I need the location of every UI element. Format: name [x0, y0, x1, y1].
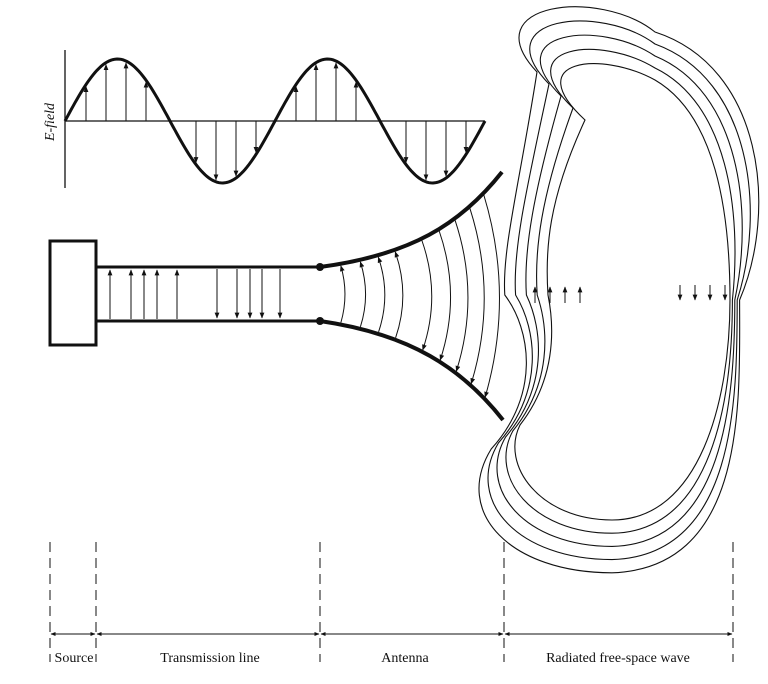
antenna-field-line — [340, 265, 346, 323]
e-field-plot: E-field — [43, 50, 487, 188]
transmission-line — [96, 263, 324, 325]
antenna-field-lines — [340, 194, 500, 398]
transmission-line-field-arrows — [107, 269, 283, 319]
antenna-field-line — [359, 261, 367, 327]
radiated-wave-loop — [505, 48, 736, 534]
radiated-wave-loop — [514, 63, 731, 521]
e-field-sine-wave — [63, 57, 487, 185]
antenna — [319, 170, 505, 422]
label-transmission-line: Transmission line — [160, 651, 259, 666]
antenna-lower-flare — [319, 319, 505, 422]
e-field-arrows — [83, 62, 469, 181]
label-source: Source — [55, 651, 94, 666]
e-field-axis-label: E-field — [43, 102, 58, 142]
source-box — [48, 239, 98, 347]
radiated-wave-loop — [496, 34, 743, 547]
radiated-wave-field-arrows — [532, 285, 728, 303]
antenna-upper-flare — [319, 170, 504, 269]
radiated-wave-loop — [478, 6, 760, 574]
region-dividers — [49, 542, 734, 662]
radiated-wave-loop — [487, 20, 751, 561]
antenna-field-line — [483, 194, 500, 398]
antenna-field-line — [454, 220, 469, 372]
label-radiated-free-space-wave: Radiated free-space wave — [546, 651, 690, 666]
label-antenna: Antenna — [381, 651, 429, 666]
radiated-wave-field-loops — [478, 6, 760, 574]
antenna-field-line — [421, 240, 433, 351]
antenna-field-line — [438, 230, 452, 361]
antenna-field-line — [469, 208, 485, 385]
antenna-field-line — [394, 251, 404, 338]
antenna-field-line — [377, 256, 386, 333]
